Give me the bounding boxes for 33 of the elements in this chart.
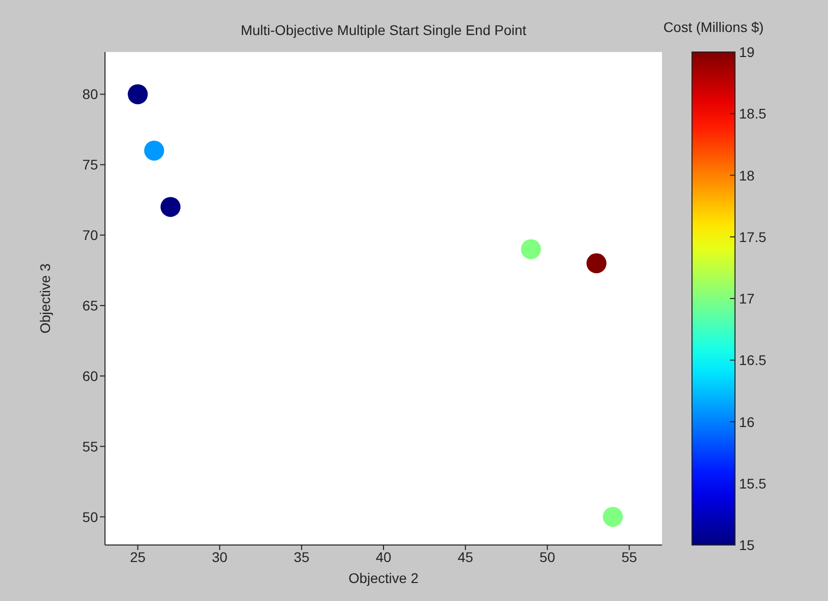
y-tick-label: 75 [82, 156, 98, 173]
y-tick-label: 65 [82, 298, 98, 314]
y-tick-label: 80 [82, 86, 98, 102]
chart-title: Multi-Objective Multiple Start Single End Point [240, 22, 528, 38]
x-tick-label: 50 [540, 548, 556, 565]
x-tick-label: 45 [458, 548, 474, 565]
point [128, 84, 148, 104]
point [144, 140, 164, 161]
y-tick-label: 55 [82, 438, 98, 454]
point [520, 239, 541, 260]
x-tick-label: 40 [376, 548, 392, 565]
x-axis-title: Objective 2 [348, 570, 419, 586]
y-tick-label: 70 [82, 227, 98, 244]
color-bar-title: Cost (Millions $) [663, 19, 764, 35]
y-tick-label: 60 [82, 368, 98, 384]
point [586, 253, 606, 274]
x-tick-label: 35 [294, 548, 310, 565]
color-bar-label: 16.5 [739, 352, 766, 368]
x-tick-label: 55 [621, 548, 638, 565]
point [160, 196, 181, 217]
color-bar-label: 18.5 [739, 106, 766, 122]
color-bar-label: 17.5 [739, 228, 766, 245]
y-axis-title: Objective 3 [36, 263, 53, 334]
color-bar-label: 18 [739, 167, 755, 184]
y-tick-label: 50 [82, 508, 98, 525]
point [602, 506, 623, 527]
color-bar-label: 17 [739, 290, 755, 306]
color-bar-label: 19 [739, 44, 755, 60]
x-tick-label: 25 [130, 548, 146, 565]
color-bar-label: 15.5 [739, 475, 766, 492]
color-bar-label: 16 [739, 414, 755, 430]
x-tick-label: 30 [212, 548, 228, 565]
color-bar-label: 15 [739, 537, 755, 553]
